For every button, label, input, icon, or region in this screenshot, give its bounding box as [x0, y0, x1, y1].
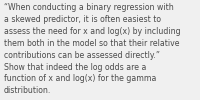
Text: contributions can be assessed directly.”: contributions can be assessed directly.”: [4, 51, 160, 60]
Text: function of x and log(x) for the gamma: function of x and log(x) for the gamma: [4, 74, 156, 83]
Text: assess the need for x and log(x) by including: assess the need for x and log(x) by incl…: [4, 27, 180, 36]
Text: Show that indeed the log odds are a: Show that indeed the log odds are a: [4, 62, 146, 72]
Text: distribution.: distribution.: [4, 86, 51, 95]
Text: “When conducting a binary regression with: “When conducting a binary regression wit…: [4, 4, 173, 12]
Text: them both in the model so that their relative: them both in the model so that their rel…: [4, 39, 179, 48]
Text: a skewed predictor, it is often easiest to: a skewed predictor, it is often easiest …: [4, 15, 161, 24]
